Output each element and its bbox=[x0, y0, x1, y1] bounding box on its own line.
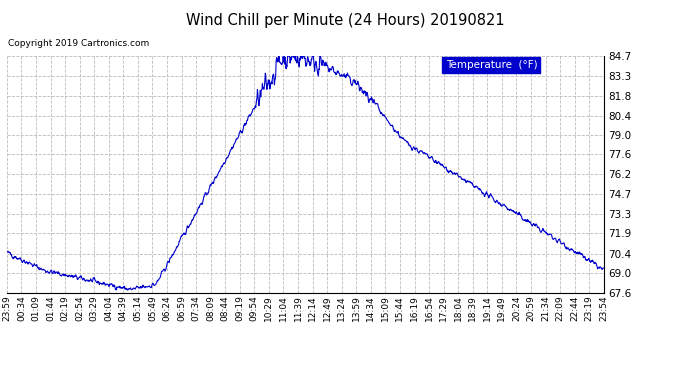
Text: Wind Chill per Minute (24 Hours) 20190821: Wind Chill per Minute (24 Hours) 2019082… bbox=[186, 13, 504, 28]
Text: Temperature  (°F): Temperature (°F) bbox=[446, 60, 538, 70]
Text: Copyright 2019 Cartronics.com: Copyright 2019 Cartronics.com bbox=[8, 39, 150, 48]
